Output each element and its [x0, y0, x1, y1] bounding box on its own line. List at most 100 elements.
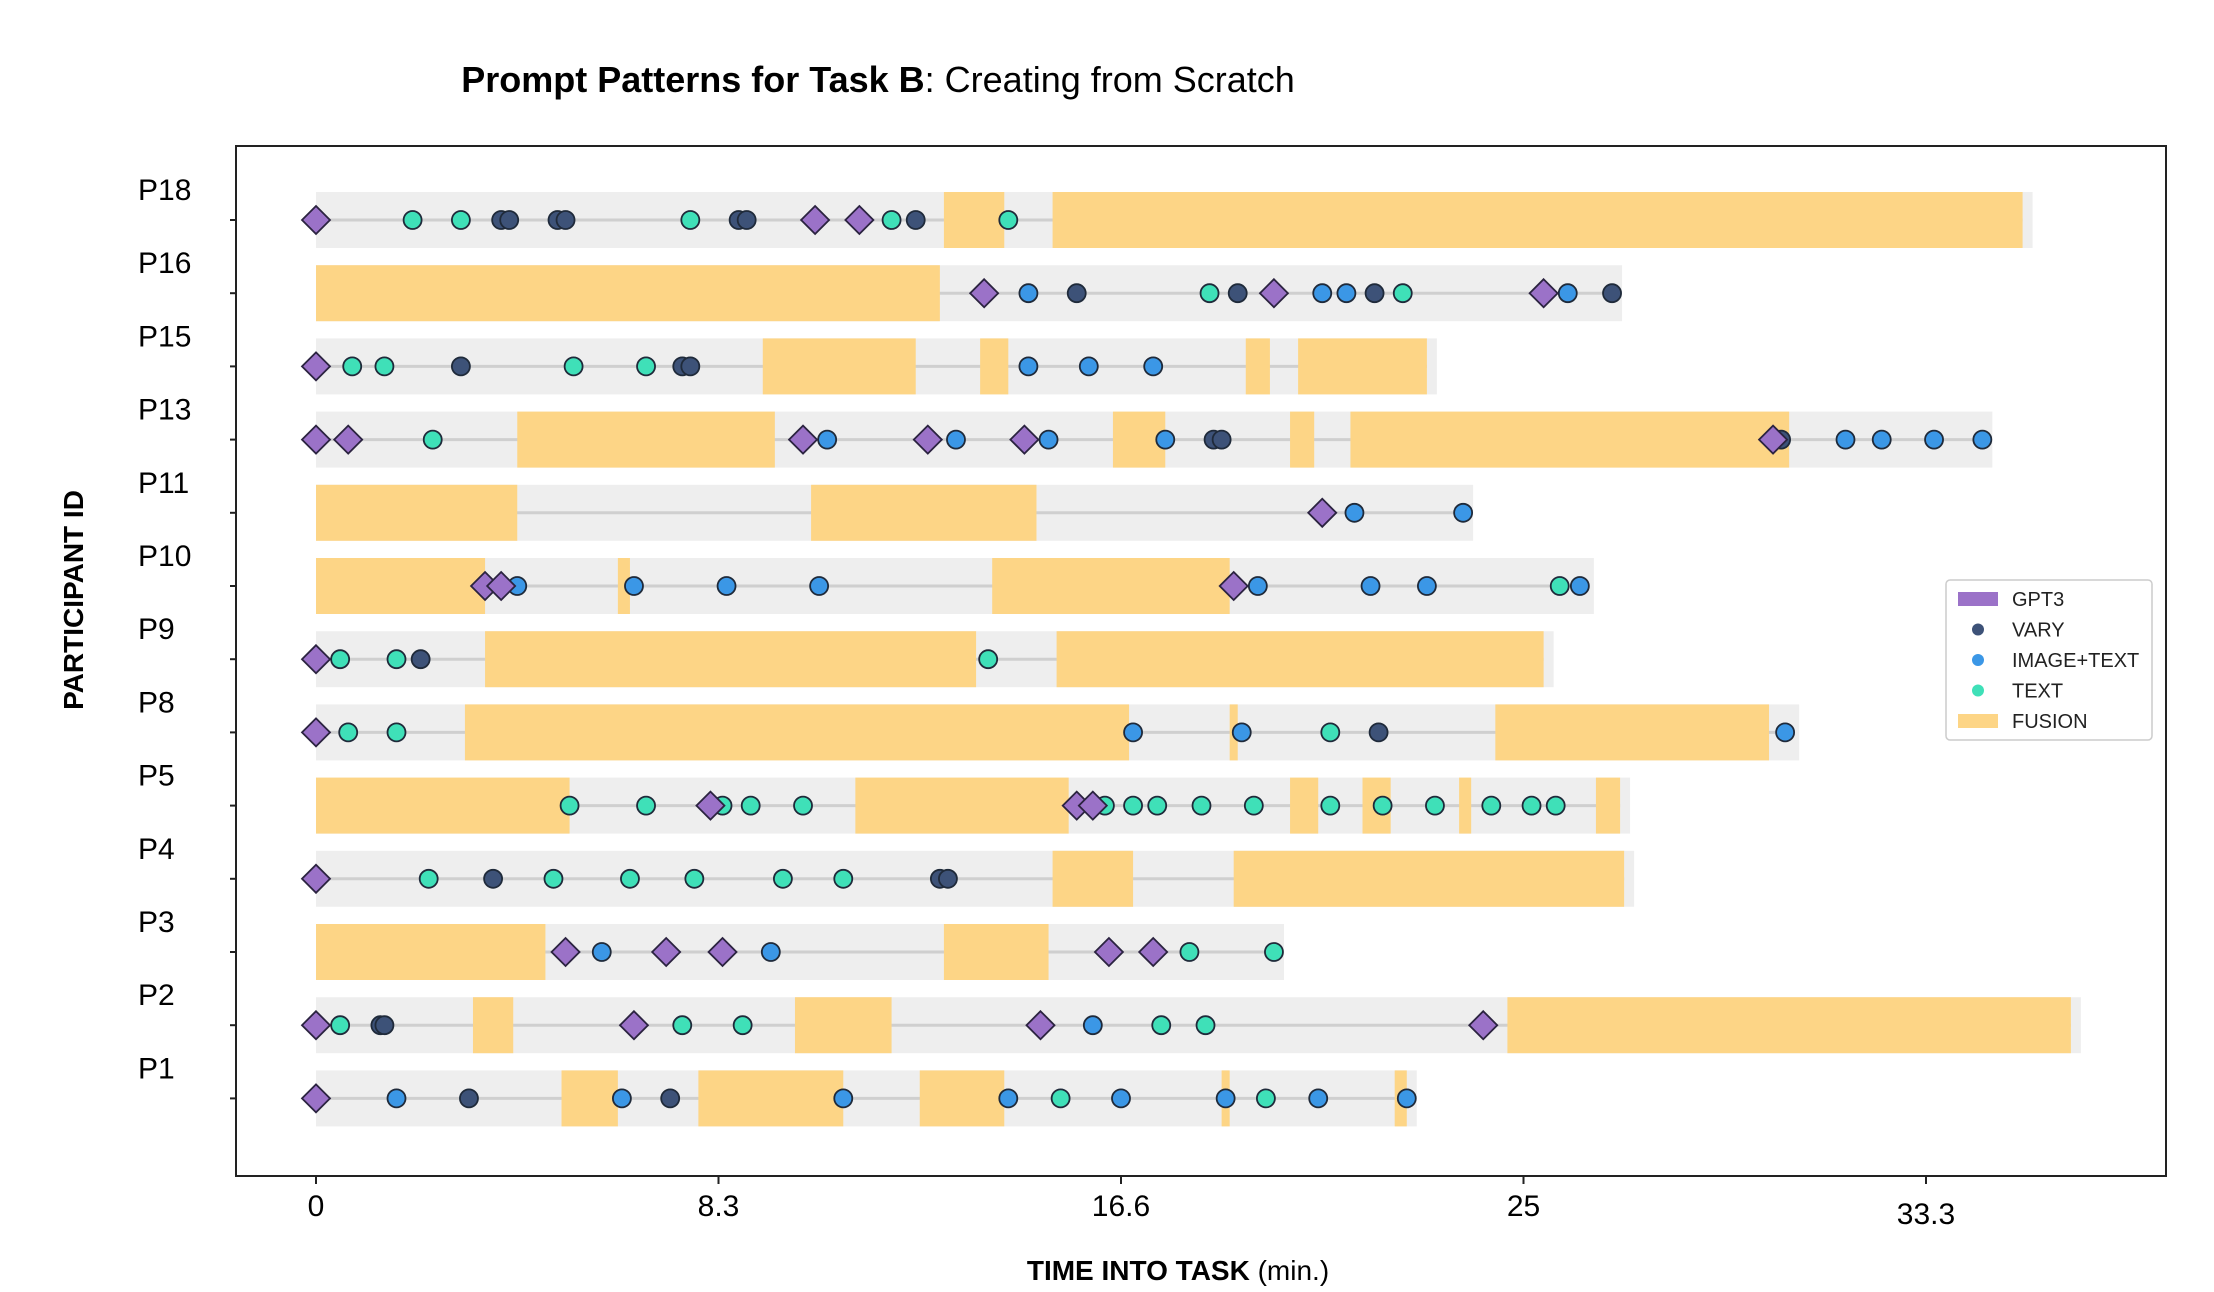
y-tick-label: P15 — [138, 320, 191, 353]
text-point — [1179, 942, 1200, 962]
text-point — [418, 868, 439, 889]
y-tick-label: P13 — [138, 394, 191, 427]
text-point — [402, 210, 423, 230]
fusion-bar — [472, 997, 514, 1054]
fusion-bar — [943, 192, 1005, 248]
gpt3-point — [300, 717, 332, 748]
participant-row-p15 — [300, 338, 1437, 395]
gpt3-point — [1306, 497, 1338, 529]
y-tick-label: P2 — [138, 979, 175, 1012]
participant-row-p11 — [316, 484, 1474, 541]
text-point — [833, 868, 854, 889]
text-point — [1191, 795, 1212, 816]
image-text-point — [1312, 283, 1333, 304]
gpt3-point — [300, 351, 332, 382]
image-text-point — [1155, 429, 1176, 450]
image-text-point — [1247, 576, 1268, 596]
text-point — [1147, 795, 1168, 816]
fusion-bar — [316, 265, 940, 322]
text-point — [1425, 795, 1445, 816]
x-axis-label: TIME INTO TASK (min.) — [1027, 1255, 1329, 1286]
image-text-point — [1143, 356, 1164, 377]
legend-box — [1945, 579, 2153, 741]
text-point — [1243, 795, 1264, 816]
fusion-bar — [617, 558, 630, 614]
fusion-bar — [316, 777, 570, 834]
text-point — [563, 356, 584, 377]
x-tick-label: 33.3 — [1897, 1198, 1955, 1231]
fusion-bar — [992, 558, 1230, 614]
x-axis-ticks: 0 8.3 16.6 25 33.3 — [308, 1176, 1955, 1231]
text-point — [636, 795, 656, 816]
fusion-bar — [464, 704, 1130, 761]
gpt3-point — [618, 1009, 650, 1041]
gpt3-point — [787, 424, 819, 455]
participant-row-p2 — [300, 997, 2081, 1054]
legend-swatch-fusion — [1958, 714, 1998, 728]
participant-row-p13 — [300, 411, 1993, 468]
vary-point — [680, 356, 701, 377]
image-text-point — [1078, 356, 1099, 377]
y-axis-label: PARTICIPANT ID — [58, 490, 89, 710]
text-point — [338, 722, 359, 743]
gpt3-point — [844, 204, 875, 236]
fusion-bar — [1595, 777, 1621, 834]
gpt3-point — [1009, 424, 1040, 455]
y-tick-label: P11 — [138, 467, 189, 500]
x-axis-label-bold: TIME INTO TASK — [1027, 1255, 1250, 1286]
gpt3-point — [300, 204, 332, 236]
vary-point — [459, 1088, 479, 1109]
image-text-point — [1018, 356, 1039, 377]
participant-row-p16 — [316, 265, 1623, 322]
y-axis-ticks: P18 P16 P15 P13 P11 P10 P9 P8 P5 P4 P3 P2 P1 — [138, 174, 236, 1100]
y-tick-label: P5 — [138, 760, 175, 793]
text-point — [680, 210, 701, 230]
text-point — [1151, 1015, 1172, 1036]
participant-row-p4 — [300, 850, 1635, 907]
image-text-point — [1308, 1088, 1329, 1109]
gpt3-point — [912, 424, 944, 455]
image-text-point — [1111, 1088, 1131, 1109]
text-point — [1545, 795, 1566, 816]
text-point — [374, 356, 395, 377]
chart-title: Prompt Patterns for Task B: Creating fro… — [461, 59, 1295, 100]
x-tick-label: 16.6 — [1092, 1190, 1150, 1223]
legend-label: TEXT — [2012, 681, 2063, 703]
fusion-bar — [1052, 192, 2023, 248]
gpt3-point — [1528, 277, 1559, 309]
image-text-point — [1835, 429, 1856, 450]
image-text-point — [1360, 576, 1381, 596]
image-text-point — [1344, 502, 1365, 523]
image-text-point — [1775, 722, 1796, 743]
gpt3-point — [300, 863, 332, 895]
text-point — [773, 868, 793, 889]
participant-row-p18 — [300, 192, 2033, 248]
text-point — [793, 795, 813, 816]
plot-frame — [235, 145, 2167, 1177]
gpt3-point — [650, 936, 682, 968]
fusion-bar — [1350, 411, 1790, 468]
text-point — [740, 795, 761, 816]
image-text-point — [1123, 722, 1143, 743]
fusion-bar — [316, 484, 518, 541]
y-tick-label: P18 — [138, 174, 191, 207]
gpt3-point — [300, 1083, 332, 1114]
y-tick-label: P16 — [138, 247, 191, 280]
y-tick-label: P1 — [138, 1052, 175, 1085]
image-text-point — [760, 942, 781, 962]
text-point — [881, 210, 902, 230]
x-tick-label: 25 — [1507, 1190, 1540, 1223]
image-text-point — [1972, 429, 1993, 450]
chart-title-rest: : Creating from Scratch — [925, 59, 1295, 100]
fusion-bar — [1507, 997, 2071, 1054]
vary-point — [938, 868, 958, 889]
gpt3-point — [550, 936, 581, 968]
text-point — [450, 210, 471, 230]
fusion-bar — [561, 1070, 618, 1127]
participant-row-p9 — [300, 631, 1554, 688]
image-text-point — [624, 576, 644, 596]
image-text-point — [591, 942, 612, 962]
x-tick-label: 8.3 — [698, 1190, 740, 1223]
legend-label: GPT3 — [2012, 589, 2064, 611]
